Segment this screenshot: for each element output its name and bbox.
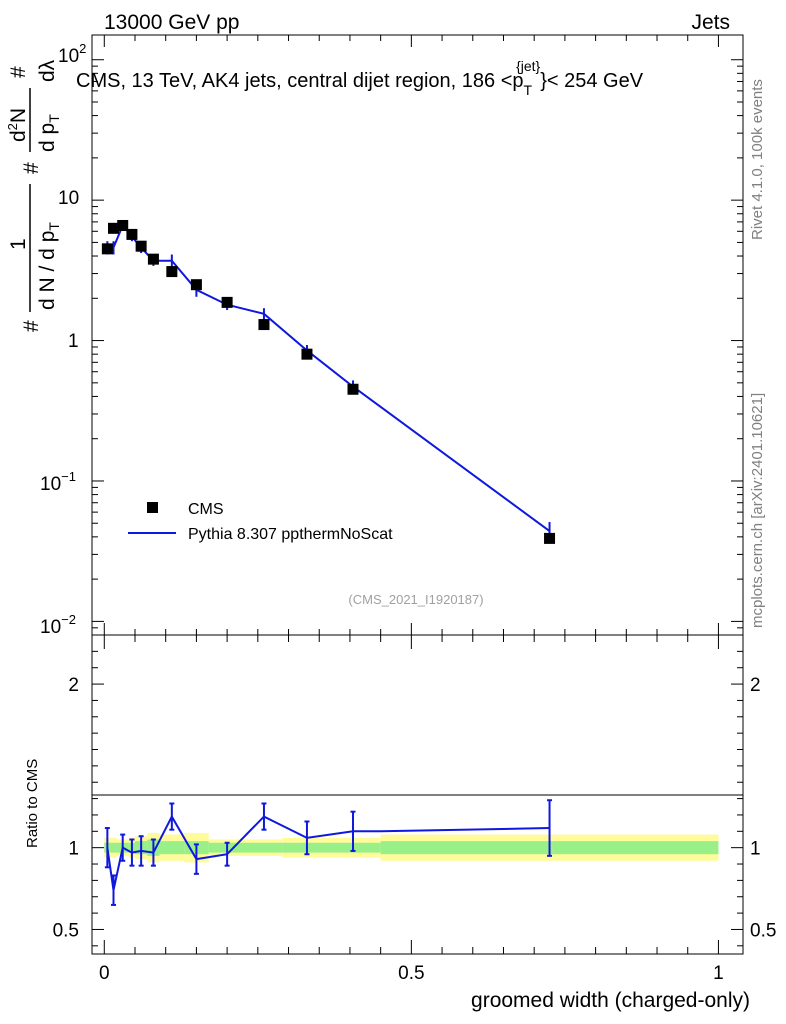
y-tick-label-1: 1 <box>68 331 79 352</box>
cms-data-point <box>117 219 129 231</box>
cms-data-point <box>101 243 113 255</box>
ylabel-dlambda: dλ <box>36 59 59 82</box>
cms-data-point <box>221 296 233 308</box>
cms-data-point <box>135 240 147 252</box>
ratio-y-tick-label: 2 <box>68 675 79 696</box>
main-plot-panel: 10−2 10−1 1 10 102 # 1 d N / d pT # d pT… <box>5 34 744 638</box>
legend-marker-cms <box>147 502 158 513</box>
stat-uncertainty-band <box>552 841 719 855</box>
ratio-y-tick-label: 1 <box>68 839 79 860</box>
ratio-tick-labels: 0.5 0.5 1 1 2 2 0 0.5 1 <box>53 675 777 984</box>
stat-uncertainty-band <box>110 842 117 853</box>
ratio-series-layer <box>104 799 553 906</box>
ratio-y-tick-label: 0.5 <box>53 920 79 941</box>
ratio-curve <box>106 814 550 891</box>
y-tick-label-1e2: 102 <box>58 41 86 67</box>
cms-data-point <box>107 222 119 234</box>
header-collision: 13000 GeV pp <box>104 11 239 34</box>
legend-label-pythia: Pythia 8.307 ppthermNoScat <box>188 526 393 543</box>
legend: CMS Pythia 8.307 ppthermNoScat <box>128 501 393 543</box>
cms-data-point <box>126 228 138 240</box>
ratio-y-tick-label-right: 2 <box>750 675 761 696</box>
ratio-plot-panel: 0.5 0.5 1 1 2 2 0 0.5 1 Ratio to CMS groomed wid… <box>24 634 777 1012</box>
rivet-version-label: Rivet 4.1.0, 100k events <box>749 79 766 240</box>
header-process: Jets <box>691 11 730 34</box>
ratio-y-tick-label-right: 0.5 <box>750 920 776 941</box>
ratio-y-axis-title: Ratio to CMS <box>24 759 41 848</box>
cms-data-point <box>301 348 313 360</box>
ylabel-hash-2: # <box>20 162 43 174</box>
legend-label-cms: CMS <box>188 501 224 518</box>
cms-data-point <box>190 279 202 291</box>
ylabel-denominator: d N / d pT <box>36 222 62 310</box>
ratio-y-tick-label-right: 1 <box>750 839 761 860</box>
cms-data-point <box>544 532 556 544</box>
main-y-axis-title: # 1 d N / d pT # d pT d2N dλ # <box>5 59 62 332</box>
y-tick-label-1e-1: 10−1 <box>40 469 76 495</box>
x-tick-label: 0.5 <box>398 963 424 984</box>
y-tick-label-1e-2: 10−2 <box>40 612 76 638</box>
ylabel-d2n: d2N <box>5 108 30 142</box>
cms-data-point <box>258 319 270 331</box>
ylabel-dpt: d pT <box>36 114 62 152</box>
stat-uncertainty-band <box>331 842 381 853</box>
ratio-axis-ticks <box>92 635 743 954</box>
x-tick-label: 1 <box>713 963 724 984</box>
x-axis-title: groomed width (charged-only) <box>471 989 750 1012</box>
stat-uncertainty-band <box>245 842 283 853</box>
cms-data-point <box>347 383 359 395</box>
stat-uncertainty-band <box>159 841 185 855</box>
y-tick-label-10: 10 <box>58 188 79 209</box>
plot-title: CMS, 13 TeV, AK4 jets, central dijet reg… <box>76 58 644 98</box>
x-tick-label: 0 <box>99 963 110 984</box>
stat-uncertainty-band <box>380 841 553 855</box>
cms-data-point <box>147 253 159 265</box>
analysis-id-watermark: (CMS_2021_I1920187) <box>348 592 483 607</box>
ylabel-one: 1 <box>7 238 30 250</box>
source-arxiv-label: mcplots.cern.ch [arXiv:2401.10621] <box>749 393 766 628</box>
cms-data-point <box>166 266 178 278</box>
main-axis-ticks <box>92 35 743 636</box>
ylabel-hash-1: # <box>20 320 43 332</box>
ylabel-hash-3: # <box>7 66 30 78</box>
main-plot-frame <box>91 34 744 636</box>
main-y-tick-labels: 10−2 10−1 1 10 102 <box>40 41 86 638</box>
main-series-layer <box>101 219 556 544</box>
